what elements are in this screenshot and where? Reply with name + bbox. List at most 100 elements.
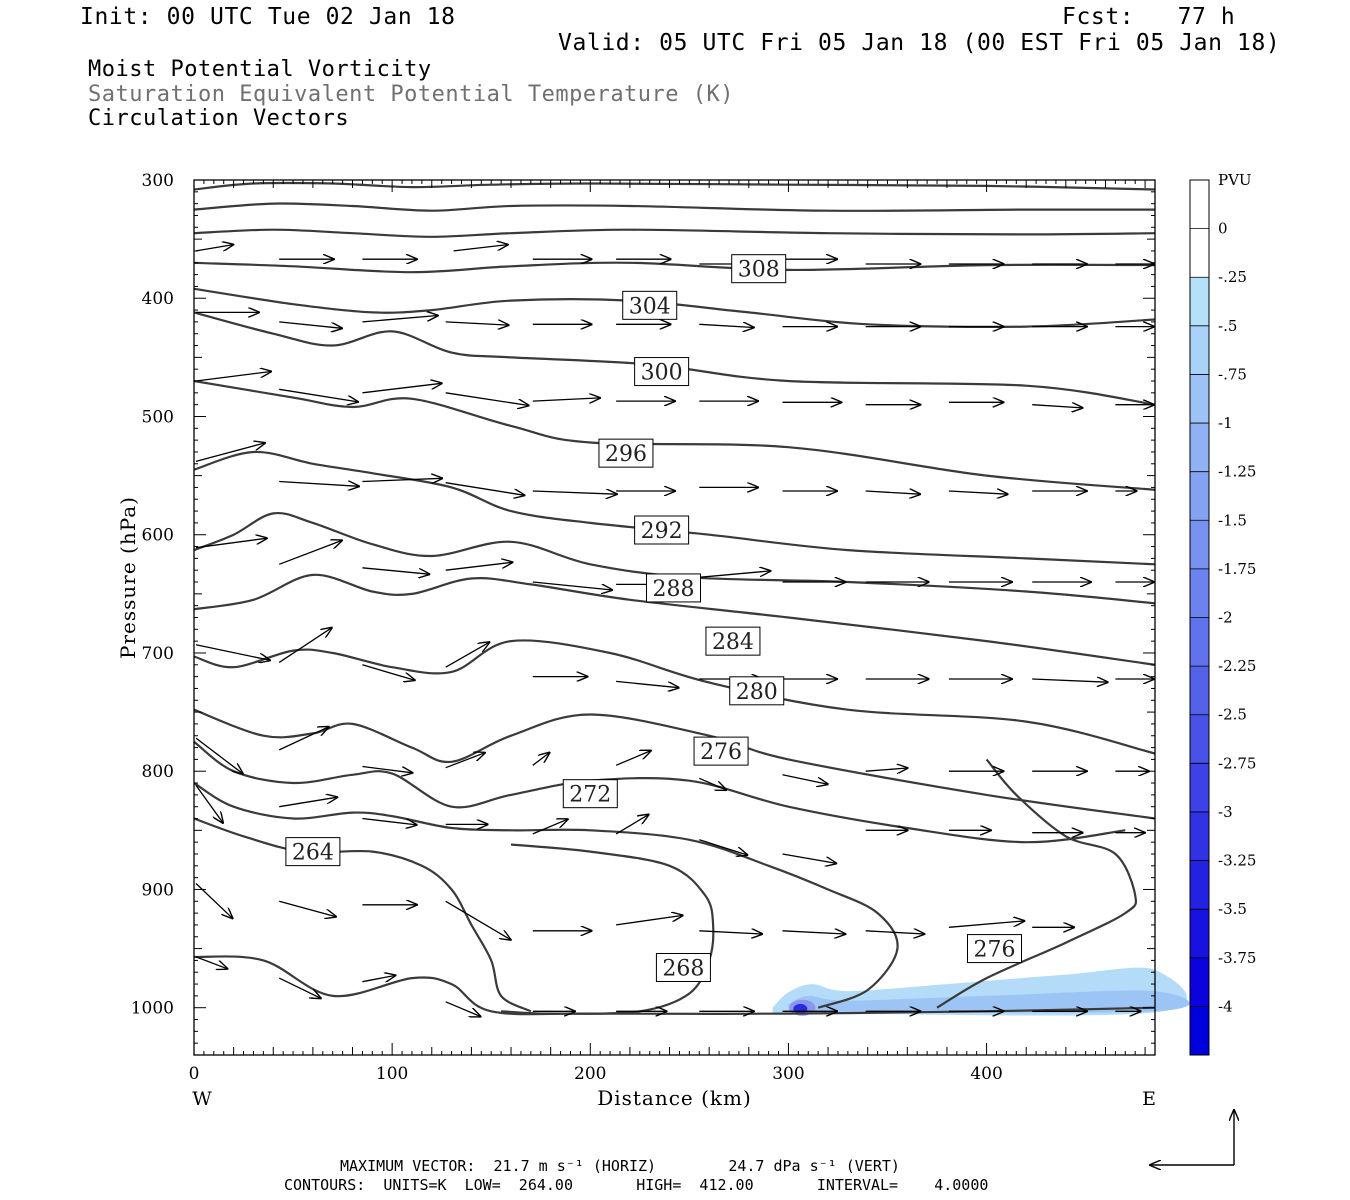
colorbar-segment bbox=[1190, 1006, 1209, 1056]
colorbar-segment bbox=[1190, 666, 1209, 716]
circulation-vector bbox=[445, 482, 525, 496]
isentrope-line bbox=[193, 511, 1156, 605]
y-tick-label: 500 bbox=[142, 407, 174, 427]
colorbar-segment bbox=[1190, 374, 1209, 424]
contour-label-box bbox=[634, 357, 690, 387]
isentrope-line bbox=[193, 450, 1156, 566]
circulation-vector bbox=[278, 628, 332, 663]
colorbar-segment bbox=[1190, 714, 1209, 764]
colorbar-segment bbox=[1190, 811, 1209, 862]
isentrope-line bbox=[193, 708, 1156, 820]
plot-frame bbox=[193, 179, 1156, 1056]
contour-label: 300 bbox=[641, 361, 683, 386]
x-tick-label: 0 bbox=[189, 1064, 200, 1084]
circulation-vector bbox=[782, 853, 837, 863]
circulation-vector bbox=[865, 931, 925, 934]
x-axis-title: Distance (km) bbox=[597, 1086, 752, 1110]
circulation-vector bbox=[948, 491, 1008, 494]
circulation-vector bbox=[278, 727, 329, 751]
colorbar-tick-label: -.25 bbox=[1218, 268, 1247, 286]
contour-label: 296 bbox=[605, 442, 647, 467]
x-tick-label: 400 bbox=[970, 1064, 1002, 1084]
legend-mpv: Moist Potential Vorticity bbox=[88, 57, 432, 82]
x-tick-label: 300 bbox=[772, 1064, 804, 1084]
circulation-vector bbox=[362, 664, 414, 680]
circulation-vector bbox=[279, 321, 342, 328]
colorbar-unit-label: PVU bbox=[1218, 171, 1252, 189]
axes: 300 400 500 600 700 800 900 1000 0 100 200 300 400 W E… bbox=[116, 171, 1156, 1110]
max-vector-note: MAXIMUM VECTOR: 21.7 m s⁻¹ (HORIZ) 24.7 … bbox=[340, 1157, 900, 1175]
colorbar-segment bbox=[1190, 325, 1209, 375]
contour-label: 308 bbox=[738, 258, 780, 283]
circulation-vector bbox=[699, 931, 762, 934]
x-end-label-east: E bbox=[1142, 1088, 1156, 1110]
circulation-vector bbox=[445, 900, 511, 940]
x-tick-label: 100 bbox=[376, 1064, 408, 1084]
circulation-vector bbox=[279, 388, 358, 402]
isentrope-line bbox=[936, 758, 1138, 1009]
circulation-vector bbox=[865, 768, 908, 771]
isentrope-line bbox=[193, 261, 1156, 274]
colorbar-tick-label: -3.5 bbox=[1218, 900, 1247, 918]
circulation-vector bbox=[532, 581, 612, 590]
circulation-vector bbox=[195, 883, 233, 919]
circulation-vector bbox=[532, 819, 568, 835]
circulation-vector bbox=[699, 839, 747, 855]
colorbar-tick-label: -4 bbox=[1218, 997, 1233, 1015]
circulation-vector bbox=[615, 751, 651, 766]
circulation-vector bbox=[195, 538, 267, 549]
contour-label-box bbox=[731, 254, 787, 284]
contour-label-box bbox=[285, 837, 341, 867]
colorbar-segment bbox=[1190, 860, 1209, 910]
circulation-vector bbox=[195, 737, 243, 774]
contour-label-box bbox=[967, 934, 1023, 964]
circulation-vector bbox=[195, 956, 227, 969]
circulation-vector bbox=[782, 931, 846, 934]
y-tick-label: 600 bbox=[142, 526, 174, 546]
isentrope-line bbox=[193, 379, 1156, 491]
circulation-vector bbox=[195, 245, 233, 252]
circulation-vector bbox=[445, 322, 509, 325]
circulation-vector bbox=[453, 245, 508, 252]
colorbar-segment bbox=[1190, 909, 1209, 959]
circulation-vector bbox=[948, 921, 1024, 928]
contour-label: 284 bbox=[712, 630, 754, 655]
colorbar-tick-label: -1.75 bbox=[1218, 560, 1256, 578]
contour-label-box bbox=[598, 438, 654, 468]
isentrope-line bbox=[193, 228, 1156, 238]
legend-theta-es: Saturation Equivalent Potential Temperat… bbox=[88, 82, 735, 107]
circulation-vector bbox=[278, 540, 342, 565]
y-tick-label: 800 bbox=[142, 762, 174, 782]
circulation-vector bbox=[279, 797, 337, 808]
contour-label-box bbox=[693, 736, 749, 766]
colorbar-tick-label: -1.25 bbox=[1218, 463, 1256, 481]
reference-vector-icon bbox=[1150, 1110, 1234, 1165]
colorbar-segment bbox=[1190, 228, 1209, 278]
colorbar-segment bbox=[1190, 423, 1209, 473]
colorbar-tick-label: -2.5 bbox=[1218, 706, 1247, 724]
contour-label: 292 bbox=[641, 519, 683, 544]
circulation-vector bbox=[195, 644, 270, 661]
circulation-vector bbox=[445, 642, 490, 668]
colorbar-tick-label: -2.25 bbox=[1218, 657, 1256, 675]
isentrope-line bbox=[193, 311, 1156, 406]
colorbar-segment bbox=[1190, 957, 1209, 1007]
colorbar-segment bbox=[1190, 180, 1209, 230]
circulation-vector bbox=[278, 977, 321, 998]
isentrope-line bbox=[193, 573, 1156, 666]
circulation-vector bbox=[362, 478, 442, 481]
isentrope-line bbox=[193, 782, 899, 1009]
circulation-vector bbox=[279, 482, 359, 487]
circulation-vector bbox=[1032, 405, 1082, 408]
contour-label: 264 bbox=[292, 841, 334, 866]
isentrope-line bbox=[193, 181, 1156, 191]
contour-label-box bbox=[646, 573, 702, 603]
contour-label: 288 bbox=[653, 577, 695, 602]
circulation-vector bbox=[445, 562, 513, 571]
circulation-vector bbox=[445, 1001, 481, 1017]
colorbar-tick-label: -3.75 bbox=[1218, 949, 1256, 967]
legend-vectors: Circulation Vectors bbox=[88, 106, 350, 131]
circulation-vector bbox=[782, 774, 828, 784]
circulation-vector bbox=[699, 571, 770, 578]
valid-time: Valid: 05 UTC Fri 05 Jan 18 (00 EST Fri … bbox=[558, 30, 1281, 56]
